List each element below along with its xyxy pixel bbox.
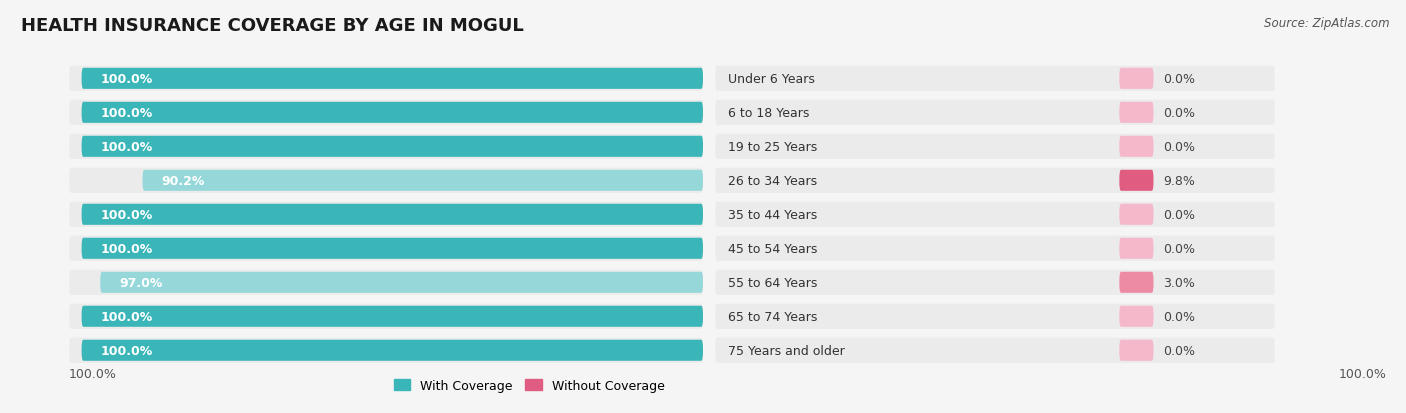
Text: 0.0%: 0.0% [1163,73,1195,85]
Text: 45 to 54 Years: 45 to 54 Years [728,242,817,255]
FancyBboxPatch shape [1119,340,1153,361]
FancyBboxPatch shape [69,134,703,159]
FancyBboxPatch shape [716,304,1275,329]
Text: Source: ZipAtlas.com: Source: ZipAtlas.com [1264,17,1389,29]
FancyBboxPatch shape [142,170,703,191]
FancyBboxPatch shape [1119,136,1153,157]
FancyBboxPatch shape [69,100,703,126]
FancyBboxPatch shape [82,238,703,259]
FancyBboxPatch shape [716,169,1275,193]
FancyBboxPatch shape [82,136,703,157]
Text: 9.8%: 9.8% [1163,174,1195,188]
FancyBboxPatch shape [716,338,1275,363]
FancyBboxPatch shape [1119,306,1153,327]
Text: 26 to 34 Years: 26 to 34 Years [728,174,817,188]
FancyBboxPatch shape [1119,204,1153,225]
FancyBboxPatch shape [69,236,703,261]
FancyBboxPatch shape [1119,102,1153,123]
Text: Under 6 Years: Under 6 Years [728,73,814,85]
FancyBboxPatch shape [716,100,1275,126]
FancyBboxPatch shape [69,338,703,363]
FancyBboxPatch shape [716,236,1275,261]
Text: 100.0%: 100.0% [100,208,152,221]
FancyBboxPatch shape [716,134,1275,159]
FancyBboxPatch shape [82,69,703,90]
Text: 100.0%: 100.0% [100,73,152,85]
Text: 100.0%: 100.0% [69,367,117,380]
Text: 0.0%: 0.0% [1163,344,1195,357]
FancyBboxPatch shape [100,272,703,293]
FancyBboxPatch shape [69,202,703,227]
Text: 100.0%: 100.0% [100,107,152,119]
Text: 6 to 18 Years: 6 to 18 Years [728,107,810,119]
Text: 0.0%: 0.0% [1163,310,1195,323]
FancyBboxPatch shape [716,270,1275,295]
Text: 100.0%: 100.0% [100,242,152,255]
Text: 0.0%: 0.0% [1163,242,1195,255]
Text: 3.0%: 3.0% [1163,276,1195,289]
Text: 0.0%: 0.0% [1163,140,1195,153]
FancyBboxPatch shape [1119,272,1153,293]
Text: 75 Years and older: 75 Years and older [728,344,845,357]
Text: 97.0%: 97.0% [120,276,162,289]
Text: 100.0%: 100.0% [100,140,152,153]
FancyBboxPatch shape [69,270,703,295]
FancyBboxPatch shape [69,66,703,92]
FancyBboxPatch shape [82,306,703,327]
Text: 100.0%: 100.0% [1339,367,1386,380]
Text: 55 to 64 Years: 55 to 64 Years [728,276,817,289]
FancyBboxPatch shape [82,102,703,123]
Text: 19 to 25 Years: 19 to 25 Years [728,140,817,153]
FancyBboxPatch shape [82,204,703,225]
Text: 0.0%: 0.0% [1163,208,1195,221]
Text: 100.0%: 100.0% [100,344,152,357]
FancyBboxPatch shape [69,169,703,193]
Text: 90.2%: 90.2% [162,174,204,188]
Text: 100.0%: 100.0% [100,310,152,323]
FancyBboxPatch shape [69,304,703,329]
Text: 0.0%: 0.0% [1163,107,1195,119]
Text: 35 to 44 Years: 35 to 44 Years [728,208,817,221]
Legend: With Coverage, Without Coverage: With Coverage, Without Coverage [389,374,669,397]
FancyBboxPatch shape [1119,170,1153,191]
FancyBboxPatch shape [1119,69,1153,90]
FancyBboxPatch shape [1119,238,1153,259]
Text: 65 to 74 Years: 65 to 74 Years [728,310,817,323]
Text: HEALTH INSURANCE COVERAGE BY AGE IN MOGUL: HEALTH INSURANCE COVERAGE BY AGE IN MOGU… [21,17,524,34]
FancyBboxPatch shape [716,202,1275,227]
FancyBboxPatch shape [716,66,1275,92]
FancyBboxPatch shape [82,340,703,361]
